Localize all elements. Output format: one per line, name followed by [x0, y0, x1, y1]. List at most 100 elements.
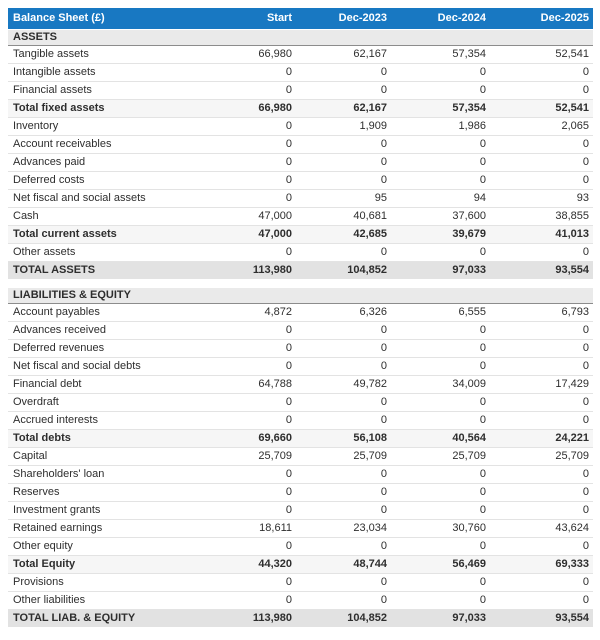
row-label: Overdraft: [13, 396, 59, 408]
table-body: ASSETS Tangible assets 66,980 62,167 57,354 5…: [8, 28, 593, 627]
row-value: 0: [479, 576, 486, 588]
column-header-start: Start: [201, 8, 296, 29]
row-value: 0: [582, 174, 589, 186]
row-value: 0: [582, 594, 589, 606]
table-row: TOTAL ASSETS 113,980 104,852 97,033 93,554: [8, 261, 593, 279]
row-value: 0: [285, 66, 292, 78]
row-label: Shareholders' loan: [13, 468, 105, 480]
row-value: 0: [285, 342, 292, 354]
row-value: 0: [479, 324, 486, 336]
row-value: 0: [479, 342, 486, 354]
row-value: 0: [285, 486, 292, 498]
row-value: 0: [285, 138, 292, 150]
row-value: 0: [479, 594, 486, 606]
row-value: 0: [479, 246, 486, 258]
row-value: 0: [479, 486, 486, 498]
row-value: 18,611: [259, 522, 292, 534]
table-row: Financial debt 64,788 49,782 34,009 17,429: [8, 375, 593, 393]
table-row: Net fiscal and social assets 0 95 94 93: [8, 189, 593, 207]
row-label: Advances received: [13, 324, 106, 336]
section-spacer-cell: [8, 279, 593, 287]
row-label: Capital: [13, 450, 48, 462]
row-value: 113,980: [252, 612, 292, 625]
row-value: 0: [582, 468, 589, 480]
row-value: 0: [380, 138, 387, 150]
row-label: Accrued interests: [13, 414, 98, 426]
row-value: 0: [380, 174, 387, 186]
row-value: 0: [285, 594, 292, 606]
row-value: 0: [380, 504, 387, 516]
row-value: 38,855: [555, 210, 589, 222]
table-row: Investment grants 0 0 0 0: [8, 501, 593, 519]
row-value: 0: [479, 174, 486, 186]
row-value: 0: [479, 138, 486, 150]
row-value: 43,624: [555, 522, 589, 534]
row-label: TOTAL ASSETS: [13, 264, 96, 277]
table-row: Total fixed assets 66,980 62,167 57,354 52,5…: [8, 99, 593, 117]
row-label: Deferred revenues: [13, 342, 105, 354]
row-value: 0: [380, 396, 387, 408]
table-row: Total current assets 47,000 42,685 39,679 41…: [8, 225, 593, 243]
row-label: Inventory: [13, 120, 59, 132]
row-value: 69,660: [258, 432, 292, 444]
row-value: 0: [380, 576, 387, 588]
row-value: 0: [582, 324, 589, 336]
row-value: 0: [582, 396, 589, 408]
row-label: Advances paid: [13, 156, 86, 168]
row-value: 30,760: [452, 522, 486, 534]
row-value: 0: [479, 66, 486, 78]
row-label: Cash: [13, 210, 39, 222]
row-label: Other equity: [13, 540, 73, 552]
row-value: 0: [285, 360, 292, 372]
row-value: 0: [479, 396, 486, 408]
section-header-row: ASSETS: [8, 28, 593, 46]
table-row: Account payables 4,872 6,326 6,555 6,793: [8, 303, 593, 321]
row-value: 93,554: [555, 612, 589, 625]
row-value: 0: [479, 84, 486, 96]
row-value: 0: [582, 576, 589, 588]
row-value: 113,980: [252, 264, 292, 277]
row-value: 0: [479, 156, 486, 168]
row-value: 0: [380, 594, 387, 606]
table-row: Accrued interests 0 0 0 0: [8, 411, 593, 429]
table-row: Advances paid 0 0 0 0: [8, 153, 593, 171]
row-value: 0: [285, 192, 292, 204]
row-value: 1,909: [359, 120, 387, 132]
row-value: 0: [285, 246, 292, 258]
row-value: 40,564: [452, 432, 486, 444]
table-title: Balance Sheet (£): [8, 8, 201, 29]
row-value: 56,108: [353, 432, 387, 444]
table-row: Total debts 69,660 56,108 40,564 24,221: [8, 429, 593, 447]
table-row: Overdraft 0 0 0 0: [8, 393, 593, 411]
row-value: 62,167: [353, 48, 387, 60]
row-value: 0: [380, 360, 387, 372]
row-value: 0: [380, 540, 387, 552]
row-value: 0: [582, 504, 589, 516]
row-value: 24,221: [555, 432, 589, 444]
table-row: TOTAL LIAB. & EQUITY 113,980 104,852 97,033…: [8, 609, 593, 627]
row-label: Financial debt: [13, 378, 82, 390]
row-value: 104,852: [347, 264, 387, 277]
row-label: Provisions: [13, 576, 64, 588]
row-value: 0: [380, 324, 387, 336]
row-value: 0: [285, 576, 292, 588]
table-row: Reserves 0 0 0 0: [8, 483, 593, 501]
table-header-row: Balance Sheet (£) Start Dec-2023 Dec-202…: [8, 8, 593, 29]
row-value: 40,681: [353, 210, 387, 222]
row-value: 0: [285, 174, 292, 186]
row-label: Tangible assets: [13, 48, 89, 60]
row-value: 25,709: [452, 450, 486, 462]
row-value: 93,554: [555, 264, 589, 277]
section-header-label: LIABILITIES & EQUITY: [8, 286, 593, 304]
row-value: 0: [582, 246, 589, 258]
row-value: 6,555: [458, 306, 486, 318]
row-value: 47,000: [258, 228, 292, 240]
row-value: 66,980: [258, 48, 292, 60]
row-value: 0: [380, 66, 387, 78]
row-label: Retained earnings: [13, 522, 103, 534]
table-row: Other assets 0 0 0 0: [8, 243, 593, 261]
row-value: 0: [285, 504, 292, 516]
row-value: 39,679: [452, 228, 486, 240]
row-value: 57,354: [452, 102, 486, 114]
row-value: 0: [285, 468, 292, 480]
